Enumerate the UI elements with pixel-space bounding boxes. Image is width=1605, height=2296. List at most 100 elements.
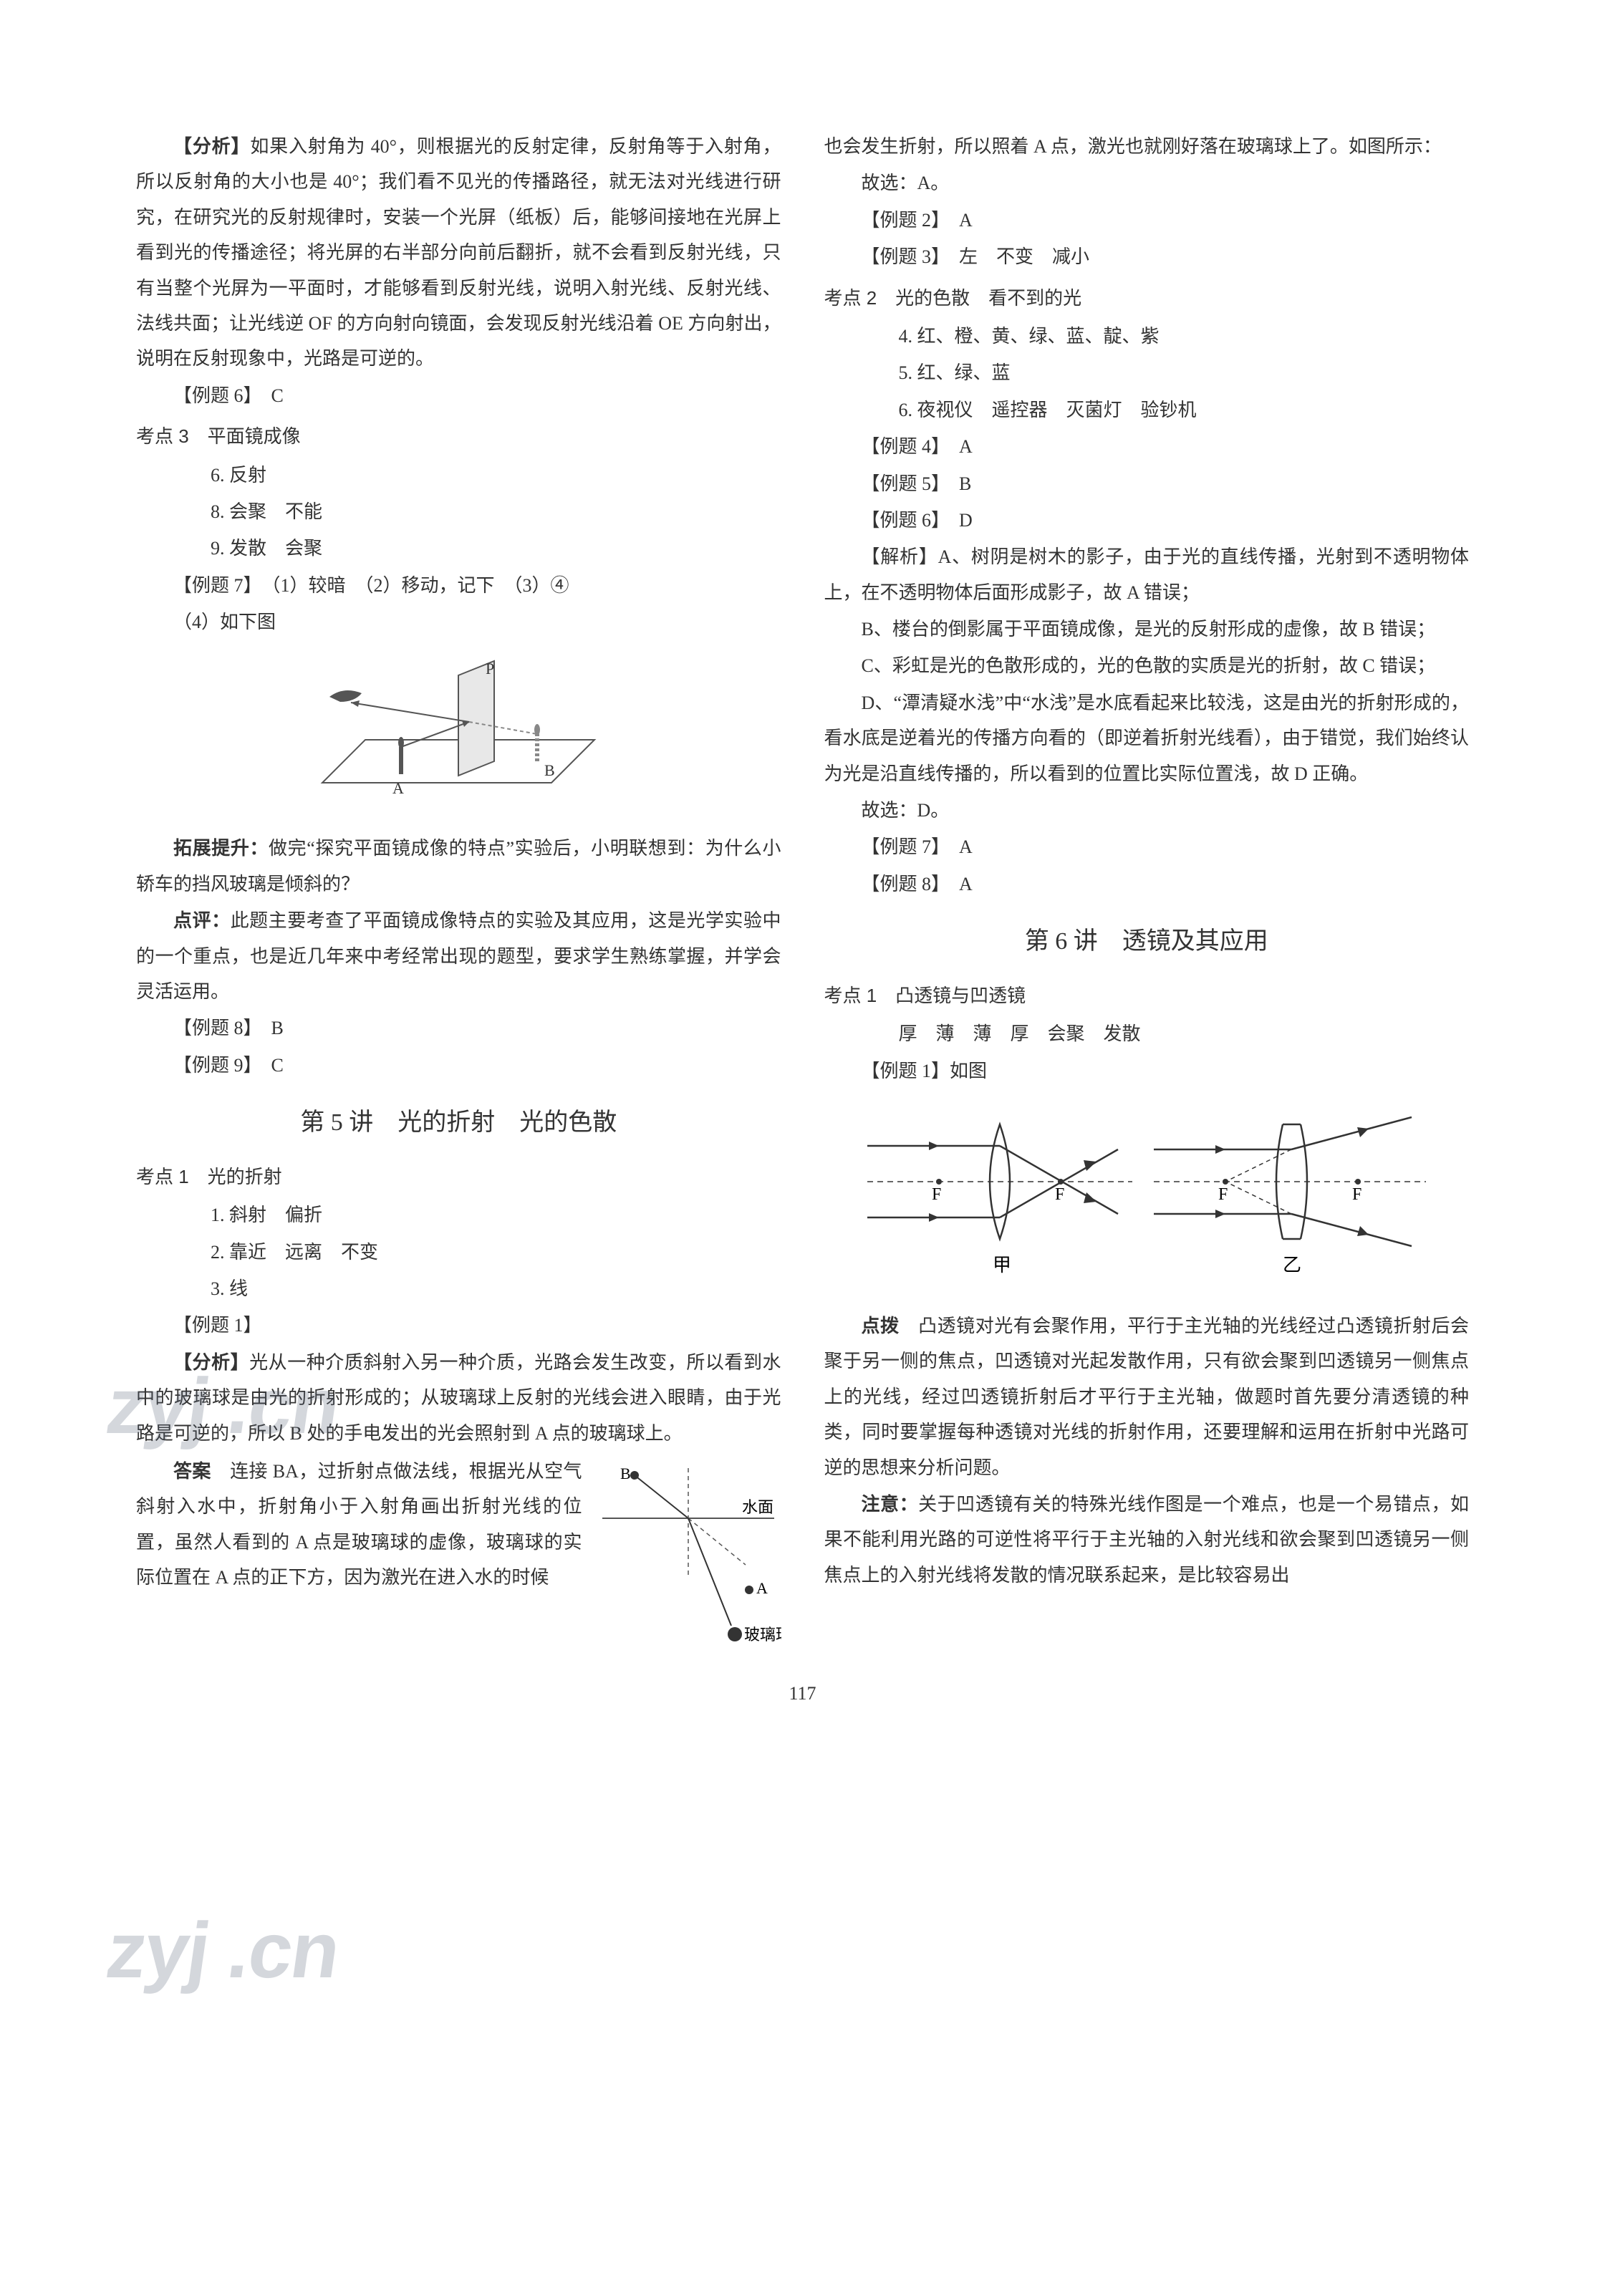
k1-1: 1. 斜射 偏折 <box>136 1197 781 1233</box>
example-6-ans: C <box>271 385 284 406</box>
label-F4: F <box>1352 1185 1361 1204</box>
kaodian-3: 考点 3 平面镜成像 <box>136 419 781 454</box>
k2-6: 6. 夜视仪 遥控器 灭菌灯 验钞机 <box>824 392 1470 428</box>
example-7-4: （4）如下图 <box>136 604 781 640</box>
zhuyi-label: 注意： <box>862 1494 919 1515</box>
mirror-svg: A B P <box>308 654 609 811</box>
guxuan-d: 故选：D。 <box>824 793 1470 828</box>
example-8: 【例题 8】 B <box>136 1010 781 1046</box>
page-number: 117 <box>136 1683 1469 1704</box>
example-4r-label: 【例题 4】 <box>862 436 941 457</box>
example-3r: 【例题 3】 左 不变 减小 <box>824 239 1470 274</box>
example-2r-ans: A <box>959 210 973 231</box>
example-8-ans: B <box>271 1018 284 1038</box>
k1-3: 3. 线 <box>136 1271 781 1306</box>
kaodian-1b: 考点 1 凸透镜与凹透镜 <box>824 978 1470 1013</box>
refraction-svg: 水面 B A 玻璃球 <box>595 1454 781 1654</box>
analysis-1-text: 如果入射角为 40°，则根据光的反射定律，反射角等于入射角，所以反射角的大小也是… <box>136 136 781 369</box>
jiexi-B: B、楼台的倒影属于平面镜成像，是光的反射形成的虚像，故 B 错误； <box>824 612 1470 647</box>
example-7-ans: （1）较暗 （2）移动，记下 （3）④ <box>271 575 569 596</box>
k1-2: 2. 靠近 远离 不变 <box>136 1235 781 1270</box>
example-6r-ans: D <box>959 510 973 531</box>
analysis-2-label: 【分析】 <box>173 1352 249 1373</box>
example-9-label: 【例题 9】 <box>173 1055 253 1076</box>
example-2r: 【例题 2】 A <box>824 203 1470 238</box>
dianbo: 点拨 凸透镜对光有会聚作用，平行于主光轴的光线经过凸透镜折射后会聚于另一侧的焦点… <box>824 1308 1470 1485</box>
example-6: 【例题 6】 C <box>136 378 781 413</box>
dianbo-text: 凸透镜对光有会聚作用，平行于主光轴的光线经过凸透镜折射后会聚于另一侧的焦点，凹透… <box>824 1316 1470 1478</box>
label-P: P <box>486 660 494 677</box>
lens-svg: F F 甲 <box>860 1103 1433 1289</box>
label-B2: B <box>620 1465 631 1482</box>
watermark-2: zyj .cn <box>101 1905 344 1996</box>
example-8r-ans: A <box>959 874 973 894</box>
diagram-mirror: A B P <box>136 654 781 816</box>
example-5r: 【例题 5】 B <box>824 466 1470 501</box>
analysis-1: 【分析】如果入射角为 40°，则根据光的反射定律，反射角等于入射角，所以反射角的… <box>136 129 781 377</box>
example-7r: 【例题 7】 A <box>824 829 1470 864</box>
label-yi: 乙 <box>1283 1255 1301 1275</box>
diagram-lens: F F 甲 <box>824 1103 1470 1294</box>
label-F3: F <box>1218 1185 1228 1204</box>
dianping-label: 点评： <box>173 910 231 931</box>
example-3r-label: 【例题 3】 <box>862 246 941 267</box>
example-b1-ans: 如图 <box>950 1061 987 1081</box>
example-8r-label: 【例题 8】 <box>862 874 941 894</box>
right-column: 也会发生折射，所以照着 A 点，激光也就刚好落在玻璃球上了。如图所示： 故选：A… <box>824 129 1470 1654</box>
example-5r-ans: B <box>959 473 971 494</box>
example-b1: 【例题 1】如图 <box>824 1053 1470 1089</box>
zhuyi-text: 关于凹透镜有关的特殊光线作图是一个难点，也是一个易错点，如果不能利用光路的可逆性… <box>824 1494 1470 1586</box>
analysis-2: 【分析】光从一种介质斜射入另一种介质，光路会发生改变，所以看到水中的玻璃球是由光… <box>136 1345 781 1451</box>
ans-8: 8. 会聚 不能 <box>136 494 781 529</box>
example-5r-label: 【例题 5】 <box>862 473 941 494</box>
example-3r-ans: 左 不变 减小 <box>959 246 1089 267</box>
jiexi-label: 【解析】 <box>862 546 938 567</box>
example-8-label: 【例题 8】 <box>173 1018 253 1038</box>
label-A: A <box>392 779 404 797</box>
jiexi-A: 【解析】A、树阴是树木的影子，由于光的直线传播，光射到不透明物体上，在不透明物体… <box>824 539 1470 610</box>
ans-6: 6. 反射 <box>136 458 781 493</box>
label-water: 水面 <box>742 1498 773 1516</box>
kaodian-2: 考点 2 光的色散 看不到的光 <box>824 281 1470 316</box>
label-F2: F <box>1055 1185 1064 1204</box>
jiexi-C: C、彩虹是光的色散形成的，光的色散的实质是光的折射，故 C 错误； <box>824 648 1470 683</box>
answer-label: 答案 <box>173 1461 211 1482</box>
ans-9: 9. 发散 会聚 <box>136 531 781 566</box>
analysis-1-label: 【分析】 <box>173 136 250 157</box>
tuozhan-label: 拓展提升： <box>173 838 269 859</box>
label-ball: 玻璃球 <box>744 1626 781 1644</box>
tuozhan: 拓展提升：做完“探究平面镜成像的特点”实验后，小明联想到：为什么小轿车的挡风玻璃… <box>136 831 781 902</box>
example-9: 【例题 9】 C <box>136 1048 781 1083</box>
label-F1: F <box>932 1185 941 1204</box>
dianping-text: 此题主要考查了平面镜成像特点的实验及其应用，这是光学实验中的一个重点，也是近几年… <box>136 910 781 1002</box>
lecture-5-title: 第 5 讲 光的折射 光的色散 <box>136 1100 781 1147</box>
page: 【分析】如果入射角为 40°，则根据光的反射定律，反射角等于入射角，所以反射角的… <box>136 129 1469 1654</box>
example-b1-label: 【例题 1】 <box>862 1061 950 1081</box>
k1b-a: 厚 薄 薄 厚 会聚 发散 <box>824 1016 1470 1051</box>
guxuan-a: 故选：A。 <box>824 165 1470 201</box>
example-6r-label: 【例题 6】 <box>862 510 941 531</box>
k2-5: 5. 红、绿、蓝 <box>824 355 1470 390</box>
example-r1-label: 【例题 1】 <box>136 1308 781 1343</box>
example-7: 【例题 7】 （1）较暗 （2）移动，记下 （3）④ <box>136 568 781 603</box>
label-jia: 甲 <box>993 1255 1011 1275</box>
answer-text-block: 答案 连接 BA，过折射点做法线，根据光从空气斜射入水中，折射角小于入射角画出折… <box>136 1454 582 1597</box>
example-7r-label: 【例题 7】 <box>862 836 941 857</box>
example-4r: 【例题 4】 A <box>824 429 1470 464</box>
example-7-label: 【例题 7】 <box>173 575 253 596</box>
answer-with-figure: 答案 连接 BA，过折射点做法线，根据光从空气斜射入水中，折射角小于入射角画出折… <box>136 1454 781 1654</box>
example-9-ans: C <box>271 1055 284 1076</box>
k2-4: 4. 红、橙、黄、绿、蓝、靛、紫 <box>824 319 1470 354</box>
example-6r: 【例题 6】 D <box>824 503 1470 538</box>
label-A2: A <box>756 1579 768 1597</box>
example-7r-ans: A <box>959 836 973 857</box>
left-column: 【分析】如果入射角为 40°，则根据光的反射定律，反射角等于入射角，所以反射角的… <box>136 129 781 1654</box>
example-4r-ans: A <box>959 436 973 457</box>
lecture-6-title: 第 6 讲 透镜及其应用 <box>824 919 1470 965</box>
answer-text: 答案 连接 BA，过折射点做法线，根据光从空气斜射入水中，折射角小于入射角画出折… <box>136 1454 582 1596</box>
dianping: 点评：此题主要考查了平面镜成像特点的实验及其应用，这是光学实验中的一个重点，也是… <box>136 903 781 1009</box>
example-8r: 【例题 8】 A <box>824 867 1470 902</box>
zhuyi: 注意：关于凹透镜有关的特殊光线作图是一个难点，也是一个易错点，如果不能利用光路的… <box>824 1487 1470 1593</box>
jiexi-D: D、“潭清疑水浅”中“水浅”是水底看起来比较浅，这是由光的折射形成的，看水底是逆… <box>824 685 1470 791</box>
example-6-label: 【例题 6】 <box>173 385 253 406</box>
